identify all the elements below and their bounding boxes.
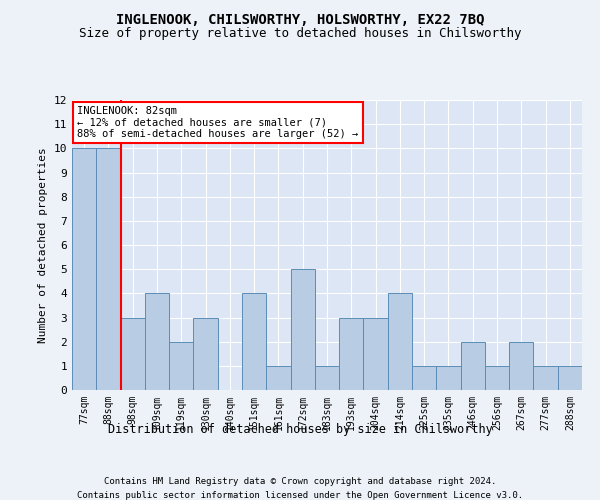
Bar [290, 269, 315, 390]
Bar [461, 342, 485, 390]
Y-axis label: Number of detached properties: Number of detached properties [38, 147, 48, 343]
Bar [169, 342, 193, 390]
Bar [509, 342, 533, 390]
Bar [72, 148, 96, 390]
Bar [315, 366, 339, 390]
Bar [412, 366, 436, 390]
Bar [96, 148, 121, 390]
Bar [533, 366, 558, 390]
Text: Contains HM Land Registry data © Crown copyright and database right 2024.: Contains HM Land Registry data © Crown c… [104, 478, 496, 486]
Bar [364, 318, 388, 390]
Text: Size of property relative to detached houses in Chilsworthy: Size of property relative to detached ho… [79, 28, 521, 40]
Text: Contains public sector information licensed under the Open Government Licence v3: Contains public sector information licen… [77, 491, 523, 500]
Bar [193, 318, 218, 390]
Text: INGLENOOK, CHILSWORTHY, HOLSWORTHY, EX22 7BQ: INGLENOOK, CHILSWORTHY, HOLSWORTHY, EX22… [116, 12, 484, 26]
Text: INGLENOOK: 82sqm
← 12% of detached houses are smaller (7)
88% of semi-detached h: INGLENOOK: 82sqm ← 12% of detached house… [77, 106, 358, 139]
Bar [485, 366, 509, 390]
Bar [388, 294, 412, 390]
Bar [558, 366, 582, 390]
Bar [266, 366, 290, 390]
Bar [339, 318, 364, 390]
Text: Distribution of detached houses by size in Chilsworthy: Distribution of detached houses by size … [107, 422, 493, 436]
Bar [145, 294, 169, 390]
Bar [121, 318, 145, 390]
Bar [242, 294, 266, 390]
Bar [436, 366, 461, 390]
